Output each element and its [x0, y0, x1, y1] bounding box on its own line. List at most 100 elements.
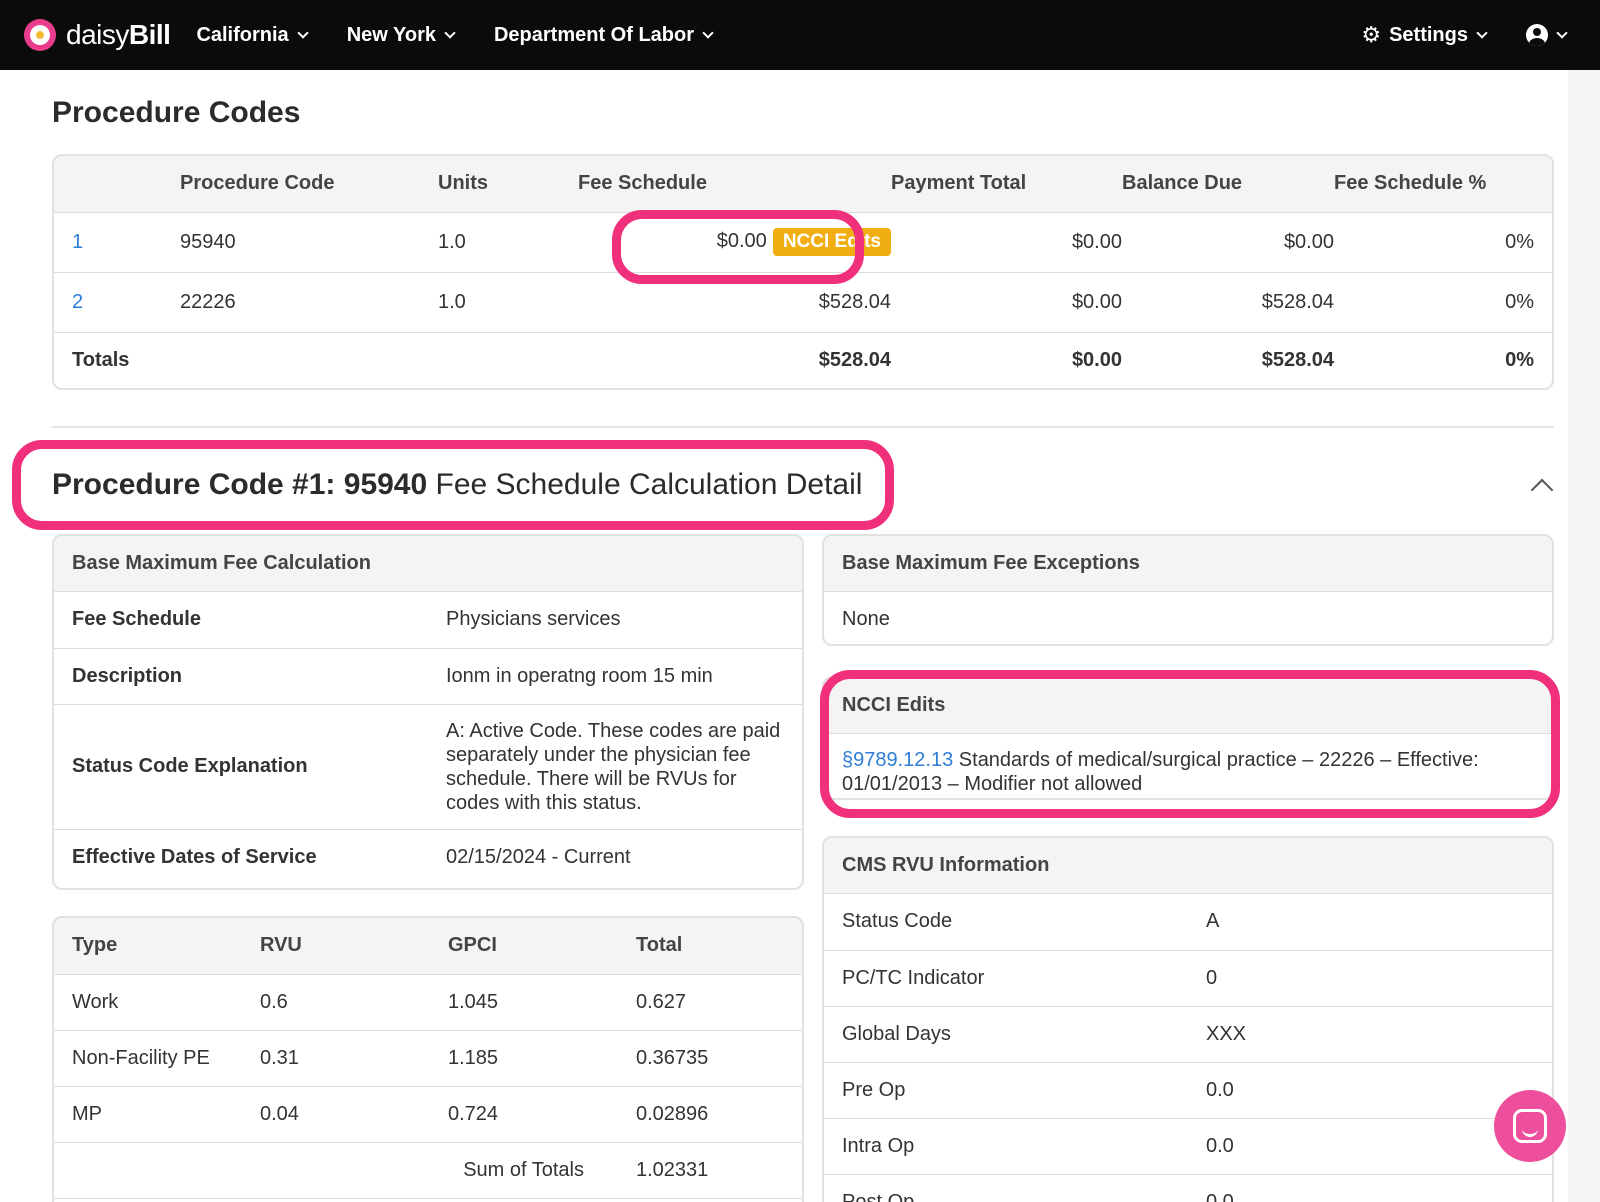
user-menu[interactable]	[1526, 24, 1568, 46]
balance-due: $0.00	[1122, 212, 1334, 273]
nav-department-of-labor[interactable]: Department Of Labor	[494, 24, 714, 47]
procedure-codes-table: Procedure Code Units Fee Schedule Paymen…	[54, 156, 1552, 388]
table-row: 2 22226 1.0 $528.04 $0.00 $528.04 0%	[54, 272, 1552, 333]
units: 1.0	[438, 272, 578, 333]
procedure-code: 22226	[180, 272, 438, 333]
total: 0.02896	[618, 1086, 802, 1143]
fee-schedule-pct: 0%	[1334, 212, 1552, 273]
user-icon	[1526, 24, 1548, 46]
value: Ionm in operatng room 15 min	[428, 648, 802, 705]
col-units: Units	[438, 156, 578, 213]
total-payment: $0.00	[1071, 348, 1122, 371]
total-fee: $528.04	[818, 348, 891, 371]
total-pct: 0%	[1505, 348, 1534, 371]
fee-schedule-value: $528.04	[578, 272, 891, 333]
ncci-edit-detail: §9789.12.13 Standards of medical/surgica…	[824, 734, 1552, 798]
nav-new-york[interactable]: New York	[347, 24, 456, 47]
col-total: Total	[618, 918, 802, 975]
label: PC/TC Indicator	[824, 950, 1188, 1007]
table-row: Work 0.6 1.045 0.627	[54, 974, 802, 1031]
balance-due: $528.04	[1122, 272, 1334, 333]
total-balance: $528.04	[1261, 348, 1334, 371]
value: 0	[1188, 950, 1552, 1007]
gpci: 1.185	[430, 1030, 618, 1087]
gpci: 0.724	[430, 1086, 618, 1143]
label: Description	[54, 648, 428, 705]
chevron-down-icon	[444, 26, 456, 39]
settings-menu[interactable]: ⚙ Settings	[1361, 22, 1488, 48]
table-row: Non-Facility PE 0.31 1.185 0.36735	[54, 1030, 802, 1087]
daisy-flower-icon	[24, 19, 56, 51]
rvu: 0.31	[242, 1030, 430, 1087]
card-title: CMS RVU Information	[824, 838, 1552, 894]
col-fee-schedule-pct: Fee Schedule %	[1334, 156, 1552, 213]
value: 0.0	[1188, 1118, 1552, 1175]
rvu: 0.04	[242, 1086, 430, 1143]
page-title: Procedure Codes	[52, 96, 301, 129]
label: Global Days	[824, 1006, 1188, 1063]
chat-icon	[1513, 1109, 1547, 1143]
value: 02/15/2024 - Current	[446, 845, 631, 868]
totals-label: Totals	[72, 348, 130, 371]
top-navbar: daisyBill California New York Department…	[0, 0, 1600, 70]
col-type: Type	[54, 918, 242, 975]
gear-icon: ⚙	[1361, 22, 1382, 47]
gpci: 1.045	[430, 974, 618, 1031]
cms-rvu-table: Status Code A PC/TC Indicator 0 Global Day…	[824, 894, 1552, 1202]
type: Non-Facility PE	[54, 1030, 242, 1087]
payment-total: $0.00	[891, 272, 1122, 333]
value: 0.0	[1188, 1062, 1552, 1119]
rvu-calculation-card: Type RVU GPCI Total Work 0.6 1.045 0.627 No…	[52, 916, 804, 1202]
procedure-code: 95940	[180, 212, 438, 273]
value: XXX	[1188, 1006, 1552, 1063]
chevron-down-icon	[1556, 26, 1568, 39]
col-procedure-code: Procedure Code	[180, 156, 438, 213]
section-divider	[52, 426, 1554, 428]
table-row: 1 95940 1.0 $0.00 NCCI Edits $0.00 $0.00 …	[54, 212, 1552, 273]
value: A	[1188, 894, 1552, 951]
table-header-row: Procedure Code Units Fee Schedule Paymen…	[54, 156, 1552, 213]
value: A: Active Code. These codes are paid sep…	[428, 704, 802, 830]
label: Status Code	[824, 894, 1188, 951]
chevron-down-icon	[702, 26, 714, 39]
regulation-link[interactable]: §9789.12.13	[842, 749, 954, 771]
daisybill-logo[interactable]: daisyBill	[24, 19, 171, 51]
type: MP	[54, 1086, 242, 1143]
line-link[interactable]: 1	[72, 230, 84, 253]
page-margin	[1568, 70, 1600, 1202]
ncci-edits-badge[interactable]: NCCI Edits	[772, 228, 891, 256]
col-line	[54, 156, 180, 213]
procedure-codes-card: Procedure Code Units Fee Schedule Paymen…	[52, 154, 1554, 390]
logo-text: daisyBill	[66, 19, 171, 50]
card-title: Base Maximum Fee Calculation	[54, 536, 802, 592]
label: Pre Op	[824, 1062, 1188, 1119]
payment-total: $0.00	[891, 212, 1122, 273]
label: Fee Schedule	[54, 592, 428, 649]
chevron-down-icon	[297, 26, 309, 39]
col-payment-total: Payment Total	[891, 156, 1122, 213]
sum-row: Sum of Totals 1.02331	[54, 1142, 802, 1199]
detail-heading: Procedure Code #1: 95940 Fee Schedule Ca…	[52, 468, 863, 501]
label: Post Op	[842, 1190, 915, 1202]
col-fee-schedule: Fee Schedule	[578, 156, 891, 213]
ncci-edits-card: NCCI Edits §9789.12.13 Standards of medi…	[822, 676, 1554, 800]
line-link[interactable]: 2	[72, 290, 84, 313]
fee-schedule-value: $0.00	[716, 230, 767, 252]
label: Effective Dates of Service	[72, 845, 317, 868]
base-fee-calculation-card: Base Maximum Fee Calculation Fee Schedul…	[52, 534, 804, 890]
fee-exceptions-card: Base Maximum Fee Exceptions None	[822, 534, 1554, 646]
label: Intra Op	[824, 1118, 1188, 1175]
exceptions-value: None	[842, 608, 890, 630]
rvu-table: Type RVU GPCI Total Work 0.6 1.045 0.627 No…	[54, 918, 802, 1199]
fee-schedule-pct: 0%	[1334, 272, 1552, 333]
sum-value: 1.02331	[618, 1142, 802, 1199]
table-row: MP 0.04 0.724 0.02896	[54, 1086, 802, 1143]
col-gpci: GPCI	[430, 918, 618, 975]
card-title: Base Maximum Fee Exceptions	[824, 536, 1552, 592]
ncci-text: Standards of medical/surgical practice –…	[842, 749, 1479, 795]
nav-california[interactable]: California	[196, 24, 309, 47]
table-header-row: Type RVU GPCI Total	[54, 918, 802, 975]
total: 0.36735	[618, 1030, 802, 1087]
chat-launcher-button[interactable]	[1494, 1090, 1566, 1162]
chevron-down-icon	[1476, 26, 1488, 39]
